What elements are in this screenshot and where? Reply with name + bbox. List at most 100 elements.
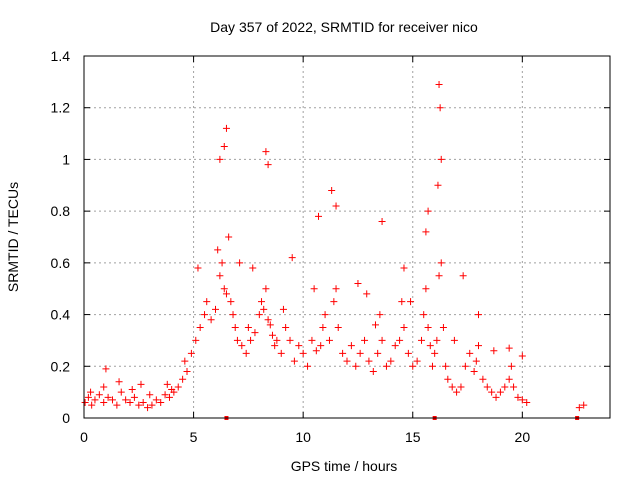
data-point [299, 349, 307, 357]
data-point [424, 324, 432, 331]
data-point [225, 233, 233, 241]
data-point [448, 383, 456, 391]
data-point [418, 336, 426, 344]
data-point [181, 357, 189, 365]
data-point [442, 362, 450, 370]
data-point [472, 357, 480, 365]
y-tick-label: 0.4 [51, 307, 71, 323]
data-point [227, 298, 235, 306]
data-point [518, 396, 526, 404]
data-point [108, 396, 116, 404]
data-point [398, 298, 406, 306]
data-point [194, 264, 202, 272]
data-point [496, 388, 504, 396]
data-point [514, 393, 522, 401]
data-point [343, 357, 351, 365]
data-point [260, 305, 268, 313]
x-axis-label: GPS time / hours [291, 458, 398, 474]
data-point [87, 388, 95, 396]
x-tick-label: 15 [405, 429, 421, 445]
data-point [321, 311, 329, 319]
data-point [450, 336, 458, 344]
data-point [433, 336, 441, 344]
data-point [431, 349, 439, 357]
data-point [152, 396, 160, 404]
data-point [222, 124, 230, 132]
data-point [144, 404, 152, 412]
data-point [328, 186, 336, 194]
data-point [207, 316, 215, 324]
data-point [453, 388, 461, 396]
data-point [266, 321, 274, 329]
data-point [505, 344, 513, 352]
data-point [277, 349, 285, 357]
y-tick-label: 1.4 [51, 48, 71, 64]
data-point [310, 285, 318, 293]
data-point [369, 367, 377, 375]
data-point [157, 398, 165, 406]
data-point [400, 324, 408, 331]
data-point [242, 349, 250, 357]
data-point [122, 396, 130, 404]
data-point [479, 375, 487, 383]
data-point [422, 228, 430, 236]
data-point [130, 393, 138, 401]
data-point [347, 342, 355, 350]
data-point [84, 393, 92, 401]
data-point [325, 336, 333, 344]
data-point [100, 383, 108, 391]
data-point [523, 398, 531, 406]
data-point [288, 254, 296, 262]
data-point [396, 336, 404, 344]
data-point [139, 398, 147, 406]
data-point [490, 347, 498, 355]
data-point [407, 298, 415, 306]
data-point [165, 393, 173, 401]
data-point [137, 380, 145, 388]
data-point [510, 383, 518, 391]
data-point [435, 272, 443, 280]
data-point [437, 155, 445, 163]
y-tick-label: 0.6 [51, 255, 71, 271]
data-point [461, 362, 469, 370]
data-point [501, 383, 509, 391]
data-point [424, 207, 432, 215]
data-point [279, 305, 287, 313]
data-point [466, 349, 474, 357]
data-point [437, 259, 445, 267]
x-tick-label: 5 [190, 429, 198, 445]
data-point [312, 347, 320, 355]
data-point [387, 357, 395, 365]
data-point [196, 324, 204, 331]
data-point [91, 396, 99, 404]
data-point [483, 383, 491, 391]
y-tick-label: 1 [62, 151, 70, 167]
chart-title: Day 357 of 2022, SRMTID for receiver nic… [210, 19, 478, 35]
data-point [507, 362, 515, 370]
data-point [317, 342, 325, 350]
data-point [475, 311, 482, 319]
data-point [356, 349, 364, 357]
data-point [422, 285, 430, 293]
data-point [255, 311, 263, 319]
data-point [391, 342, 399, 350]
data-point [115, 378, 123, 386]
data-point [264, 316, 272, 324]
x-tick-label: 10 [295, 429, 311, 445]
data-point [332, 202, 340, 210]
data-point [247, 336, 255, 344]
data-point [400, 264, 408, 272]
data-point [222, 290, 230, 298]
y-tick-label: 0 [62, 410, 70, 426]
data-point [459, 272, 467, 280]
data-point [374, 349, 382, 357]
data-point [334, 324, 342, 331]
data-point [290, 357, 298, 365]
data-point [220, 285, 228, 293]
data-point [212, 305, 219, 313]
data-point [233, 336, 241, 344]
data-point [262, 148, 270, 156]
data-point [436, 104, 444, 112]
data-point [378, 336, 386, 344]
